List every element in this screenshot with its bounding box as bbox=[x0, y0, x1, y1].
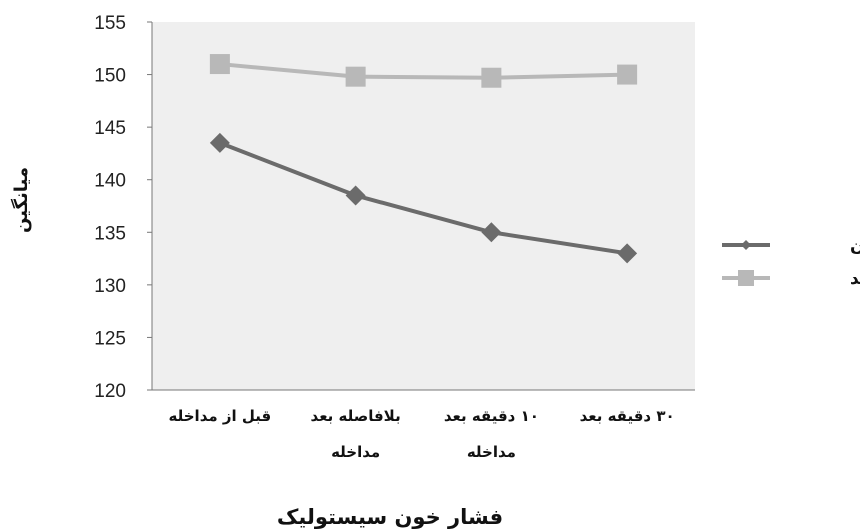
y-tick-label: 130 bbox=[94, 276, 126, 297]
y-tick-label: 145 bbox=[94, 118, 126, 139]
y-axis-ticks: 120 125 130 135 140 145 150 155 bbox=[94, 13, 152, 402]
data-point-diamond bbox=[617, 243, 638, 264]
data-point-diamond bbox=[345, 185, 366, 206]
y-axis-title: میانگین bbox=[10, 167, 32, 233]
y-tick-label: 125 bbox=[94, 328, 126, 349]
x-axis-title: فشار خون سیستولیک bbox=[277, 505, 503, 529]
data-point-square bbox=[481, 67, 502, 88]
data-point-diamond bbox=[481, 222, 502, 243]
x-tick-label: مداخله bbox=[331, 443, 380, 461]
legend-label: شاهد bbox=[850, 269, 860, 289]
x-tick-label: ۱۰ دقیقه بعد bbox=[444, 407, 539, 425]
x-tick-label: بلافاصله بعد bbox=[311, 407, 401, 425]
data-point-square bbox=[345, 66, 366, 87]
x-tick-label: ۳۰ دقیقه بعد bbox=[580, 407, 675, 425]
series-line bbox=[219, 62, 628, 80]
series-line bbox=[219, 141, 628, 256]
y-tick-label: 120 bbox=[94, 381, 126, 402]
data-point-diamond bbox=[209, 132, 230, 153]
legend-marker-square bbox=[738, 270, 754, 286]
legend: آزمون شاهد bbox=[722, 234, 860, 289]
legend-marker-diamond bbox=[741, 240, 751, 250]
y-tick-label: 140 bbox=[94, 171, 126, 192]
x-axis-labels: قبل از مداخله بلافاصله بعد مداخله ۱۰ دقیقه … bbox=[169, 407, 675, 461]
x-tick-label: مداخله bbox=[467, 443, 516, 461]
series-lines bbox=[219, 62, 628, 256]
x-tick-label: قبل از مداخله bbox=[169, 407, 272, 425]
data-point-square bbox=[617, 64, 638, 85]
legend-label: آزمون bbox=[850, 234, 860, 256]
data-point-square bbox=[209, 54, 230, 75]
series-markers bbox=[209, 54, 638, 264]
plot-area bbox=[152, 22, 695, 390]
y-tick-label: 150 bbox=[94, 66, 126, 87]
y-tick-label: 155 bbox=[94, 13, 126, 34]
y-tick-label: 135 bbox=[94, 223, 126, 244]
